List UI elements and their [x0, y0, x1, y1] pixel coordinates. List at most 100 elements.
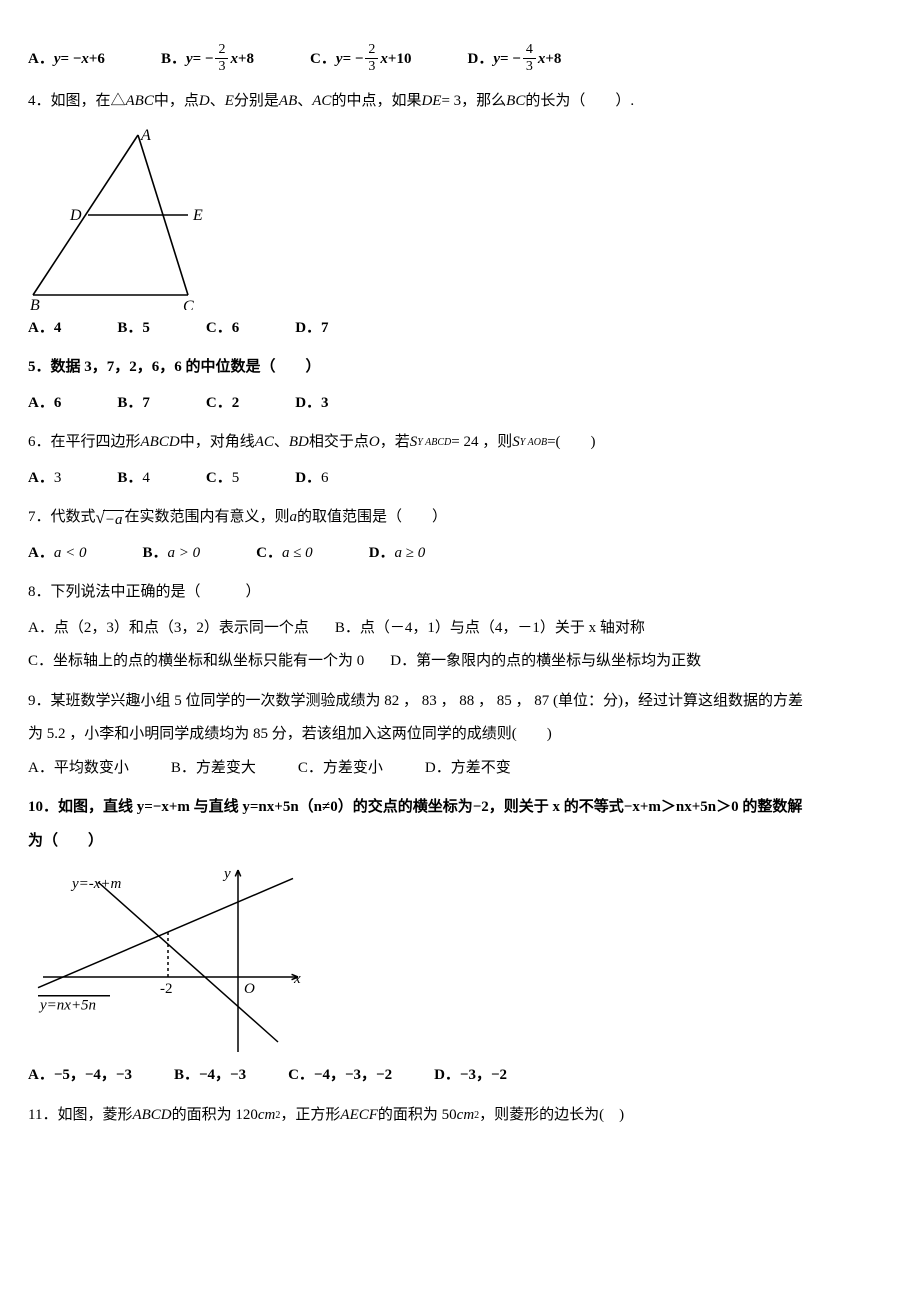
q10-opt-a: A．−5，−4，−3 — [28, 1063, 132, 1089]
q6-stem: 6．在平行四边形 ABCD 中，对角线 AC 、 BD 相交于点 O ，若 SY… — [28, 430, 892, 456]
svg-text:y=nx+5n: y=nx+5n — [38, 998, 96, 1014]
text: 6．在平行四边形 — [28, 430, 141, 456]
var: ABCD — [132, 1103, 171, 1129]
text: =( ) — [547, 430, 595, 456]
q3-opt-a: A． y = − x +6 — [28, 44, 105, 75]
numerator: 4 — [523, 43, 536, 59]
expr-tail: +6 — [89, 47, 105, 73]
opt-val: a ≤ 0 — [282, 541, 313, 567]
text: 7．代数式 — [28, 505, 96, 531]
opt-label: C． — [256, 541, 282, 567]
q8-row-cd: C．坐标轴上的点的横坐标和纵坐标只能有一个为 0 D．第一象限内的点的横坐标与纵… — [28, 649, 892, 675]
text: 的面积为 120 — [172, 1103, 258, 1129]
expr-eq: = − — [343, 47, 364, 73]
text: 中，点 — [154, 89, 199, 115]
text: 分别是 — [234, 89, 279, 115]
q10-opt-d: D．−3，−2 — [434, 1063, 507, 1089]
text: 在实数范围内有意义，则 — [124, 505, 289, 531]
fraction: 2 3 — [215, 43, 228, 74]
expr-eq: = − — [193, 47, 214, 73]
svg-text:y: y — [222, 866, 231, 882]
opt-label: A． — [28, 47, 54, 73]
expr-eq: = − — [500, 47, 521, 73]
var: AC — [255, 430, 274, 456]
svg-text:D: D — [69, 207, 82, 224]
fraction: 2 3 — [365, 43, 378, 74]
var: S — [512, 430, 520, 456]
q4-options: A．4 B．5 C．6 D．7 — [28, 316, 892, 342]
var: D — [199, 89, 210, 115]
q9-stem-1: 9．某班数学兴趣小组 5 位同学的一次数学测验成绩为 82 ， 83 ， 88 … — [28, 689, 892, 715]
var: AECF — [340, 1103, 378, 1129]
text: = 24 ，则 — [451, 430, 512, 456]
q7-opt-a: A．a < 0 — [28, 541, 86, 567]
text: ，若 — [380, 430, 410, 456]
svg-text:A: A — [140, 127, 151, 144]
q7-opt-d: D．a ≥ 0 — [369, 541, 426, 567]
svg-text:x: x — [293, 971, 301, 987]
q8-opt-b: B．点（－4，1）与点（4，－1）关于 x 轴对称 — [335, 616, 645, 642]
var: AB — [279, 89, 297, 115]
q8-opt-c: C．坐标轴上的点的横坐标和纵坐标只能有一个为 0 — [28, 649, 364, 675]
text: 中，对角线 — [180, 430, 255, 456]
subscript: Y ABCD — [417, 434, 451, 451]
var: AC — [312, 89, 331, 115]
text: 的取值范围是（ ） — [297, 505, 447, 531]
q10-opt-c: C．−4，−3，−2 — [288, 1063, 392, 1089]
q7-opt-b: B．a > 0 — [142, 541, 200, 567]
q5-opt-d: D．3 — [295, 391, 328, 417]
q8-row-ab: A．点（2，3）和点（3，2）表示同一个点 B．点（－4，1）与点（4，－1）关… — [28, 616, 892, 642]
q7-stem: 7．代数式 √ −a 在实数范围内有意义，则 a 的取值范围是（ ） — [28, 505, 892, 531]
var: S — [410, 430, 418, 456]
q3-opt-c: C． y = − 2 3 x +10 — [310, 44, 411, 75]
q6-opt-c: C．5 — [206, 466, 239, 492]
text: 、 — [274, 430, 289, 456]
q3-opt-b: B． y = − 2 3 x +8 — [161, 44, 254, 75]
denominator: 3 — [215, 59, 228, 74]
q8-opt-a: A．点（2，3）和点（3，2）表示同一个点 — [28, 616, 309, 642]
var: a — [290, 505, 298, 531]
q4-opt-c: C．6 — [206, 316, 239, 342]
q9-opt-c: C．方差变小 — [298, 756, 383, 782]
q10-figure: -2Oyxy=-x+my=nx+5n — [28, 862, 892, 1057]
expr-tail: +8 — [238, 47, 254, 73]
svg-text:C: C — [183, 298, 194, 310]
q6-opt-b: B．4 — [117, 466, 150, 492]
q6-options: A．3 B．4 C．5 D．6 — [28, 466, 892, 492]
q9-opt-b: B．方差变大 — [171, 756, 256, 782]
q10-stem-2: 为（ ） — [28, 829, 892, 855]
text: = 3，那么 — [441, 89, 506, 115]
q9-options: A．平均数变小 B．方差变大 C．方差变小 D．方差不变 — [28, 756, 892, 782]
opt-label: B． — [142, 541, 167, 567]
q9-stem-2: 为 5.2 ，小李和小明同学成绩均为 85 分，若该组加入这两位同学的成绩则( … — [28, 722, 892, 748]
var: BC — [506, 89, 525, 115]
q10-options: A．−5，−4，−3 B．−4，−3 C．−4，−3，−2 D．−3，−2 — [28, 1063, 892, 1089]
expr-tail: +8 — [545, 47, 561, 73]
expr-y: y — [54, 47, 61, 73]
q7-opt-c: C．a ≤ 0 — [256, 541, 313, 567]
expr-y: y — [493, 47, 500, 73]
opt-label: D． — [369, 541, 395, 567]
q4-opt-b: B．5 — [117, 316, 150, 342]
opt-label: B． — [161, 47, 186, 73]
expr-x: x — [380, 47, 388, 73]
unit: cm — [457, 1103, 475, 1129]
q4-opt-a: A．4 — [28, 316, 61, 342]
opt-label: C． — [310, 47, 336, 73]
text: 的长为（ ）. — [525, 89, 634, 115]
numerator: 2 — [215, 43, 228, 59]
opt-val: a < 0 — [54, 541, 87, 567]
expr-eq: = − — [61, 47, 82, 73]
var: DE — [421, 89, 441, 115]
q5-options: A．6 B．7 C．2 D．3 — [28, 391, 892, 417]
opt-val: a > 0 — [167, 541, 200, 567]
q4-figure: ABCDE — [28, 125, 892, 310]
q5-opt-c: C．2 — [206, 391, 239, 417]
svg-text:-2: -2 — [160, 981, 173, 997]
expr-tail: +10 — [388, 47, 412, 73]
expr-x: x — [230, 47, 238, 73]
triangle-diagram: ABCDE — [28, 125, 208, 310]
expr-y: y — [186, 47, 193, 73]
q6-opt-d: D．6 — [295, 466, 328, 492]
q9-opt-a: A．平均数变小 — [28, 756, 129, 782]
